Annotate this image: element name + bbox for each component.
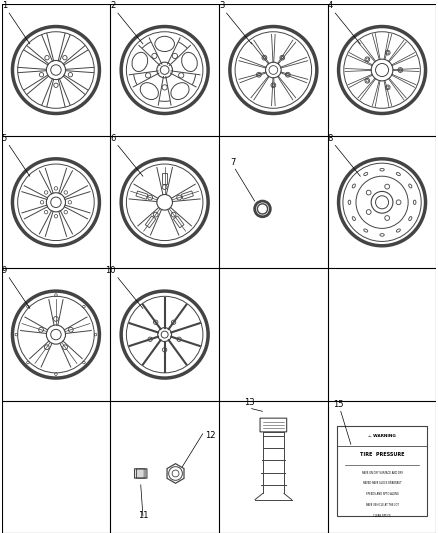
Bar	[136, 191, 148, 199]
Text: 9: 9	[2, 266, 7, 275]
Text: 5: 5	[2, 134, 7, 143]
Text: 11: 11	[138, 511, 148, 520]
Text: 10: 10	[105, 266, 116, 275]
Bar	[145, 216, 156, 228]
Text: 6: 6	[110, 134, 116, 143]
Bar	[162, 173, 167, 184]
Text: 4: 4	[328, 2, 333, 11]
Bar	[181, 191, 193, 199]
Text: 7: 7	[230, 158, 236, 167]
Text: TIRE  PRESSURE: TIRE PRESSURE	[360, 452, 404, 457]
Text: 15: 15	[333, 400, 344, 409]
Bar	[173, 216, 184, 228]
Text: 12: 12	[205, 431, 215, 440]
Text: 1: 1	[2, 2, 7, 11]
Text: ⚠ WARNING: ⚠ WARNING	[368, 434, 396, 438]
Text: PAVED PAVE SLOCK DRADPAUT: PAVED PAVE SLOCK DRADPAUT	[363, 481, 401, 486]
Text: 3: 3	[219, 2, 224, 11]
Text: PAVE VEHICLE AT THE LOT: PAVE VEHICLE AT THE LOT	[366, 503, 399, 507]
Bar	[338, 426, 427, 446]
Text: CLEAR SPTICE: CLEAR SPTICE	[373, 514, 391, 518]
Bar	[338, 426, 427, 516]
Text: PAVE ON DRY SURFACE AND DRY: PAVE ON DRY SURFACE AND DRY	[361, 471, 403, 474]
Text: 8: 8	[328, 134, 333, 143]
Text: SPEEDS AND SPTO ALONG: SPEEDS AND SPTO ALONG	[366, 492, 399, 496]
Text: 13: 13	[244, 398, 255, 407]
Text: 2: 2	[110, 2, 116, 11]
